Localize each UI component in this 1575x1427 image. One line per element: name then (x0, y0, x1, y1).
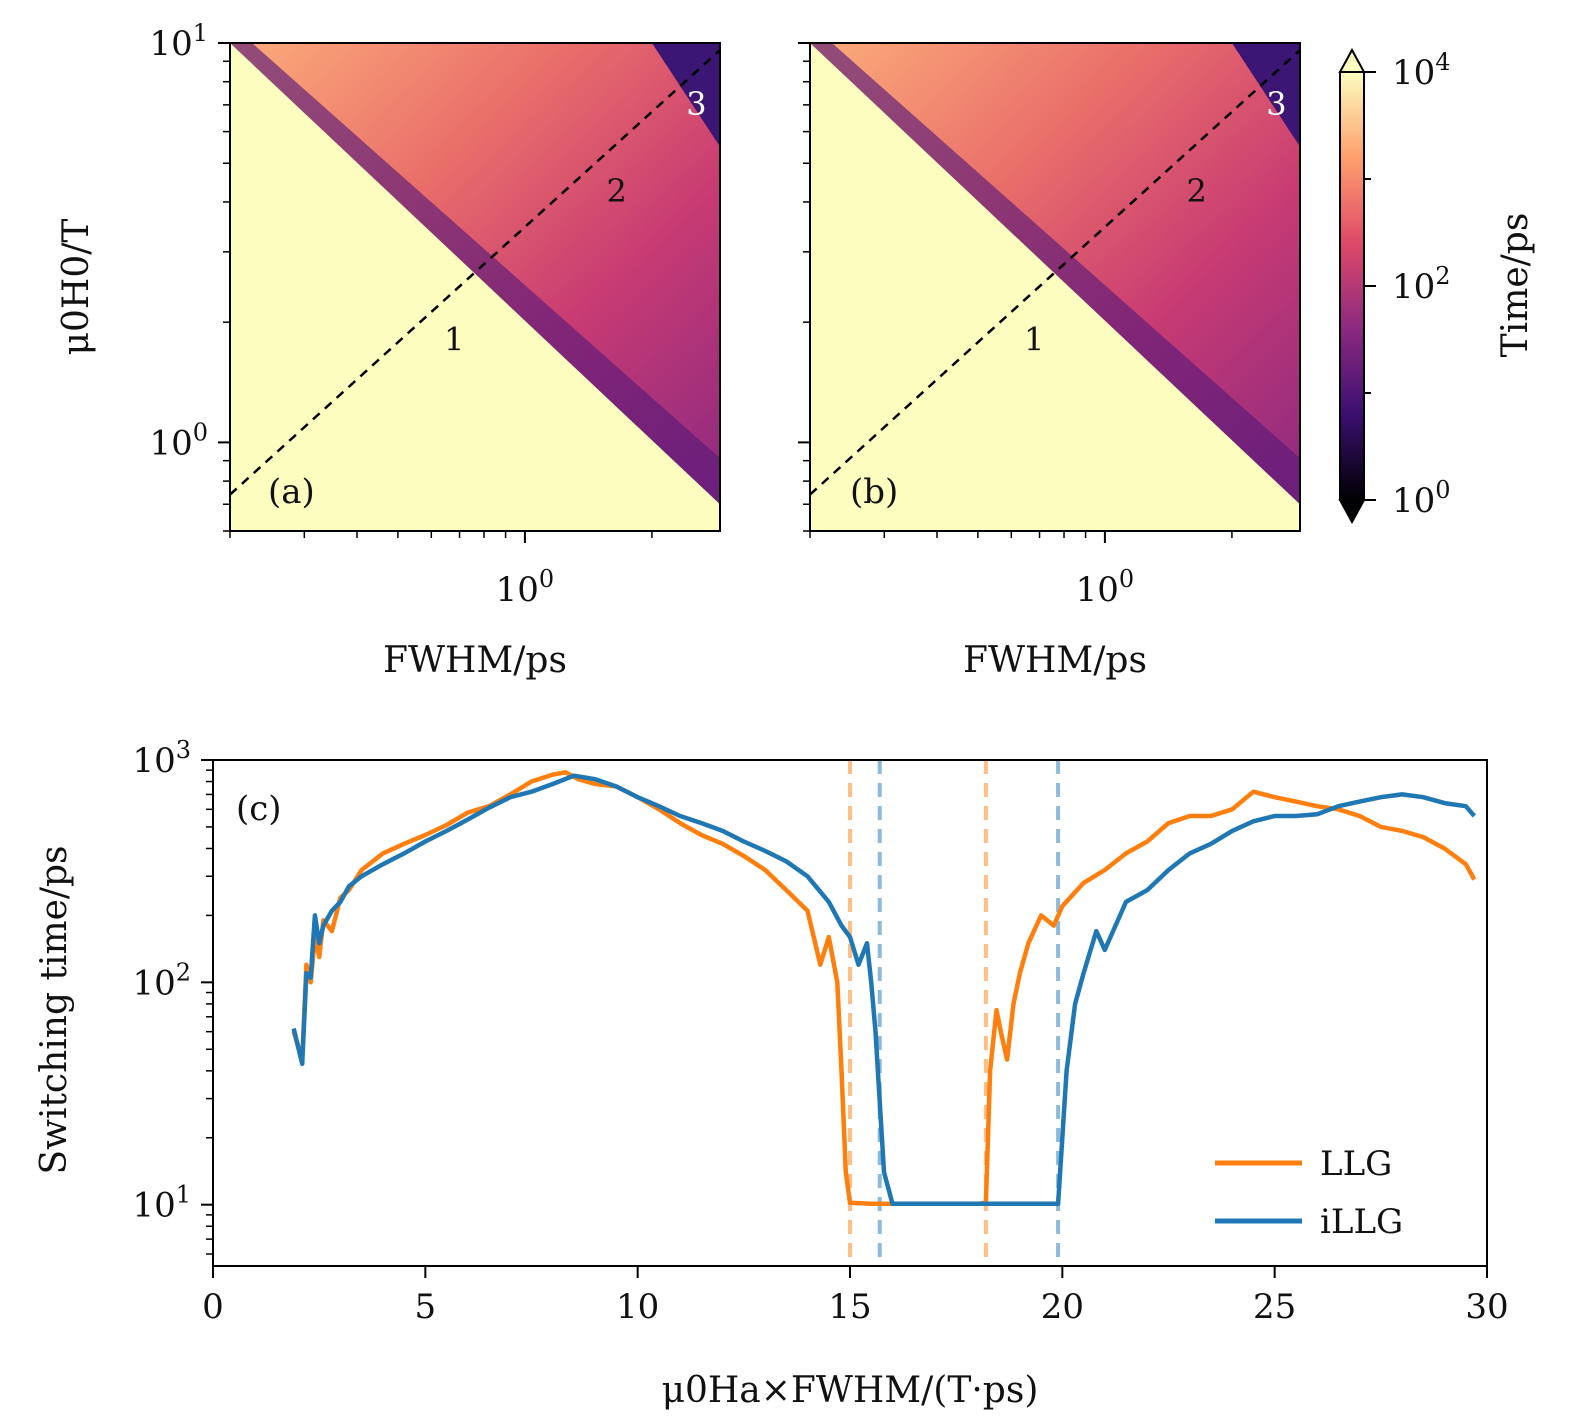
tick-base: 10 (132, 963, 175, 1003)
y-tick-label: 103 (132, 736, 191, 781)
colorbar-gradient (1339, 71, 1365, 501)
tick-base: 10 (1392, 267, 1435, 307)
colorbar-extend-bottom (1338, 499, 1366, 525)
heatmap-fast-band (1231, 43, 1300, 147)
y-tick-label: 102 (132, 958, 191, 1003)
x-ticks (229, 531, 653, 543)
x-axis-label: FWHM/ps (963, 640, 1147, 681)
legend-label-illg: iLLG (1320, 1202, 1403, 1242)
heatmap-boundary-band (810, 43, 1300, 505)
dashed-guide-line (810, 49, 1300, 496)
x-tick-label: 0 (202, 1287, 224, 1327)
y-ticks (201, 759, 213, 1255)
colorbar-tick-label: 104 (1392, 48, 1451, 93)
x-tick-labels: 0 5 10 15 20 25 30 (202, 1287, 1508, 1327)
legend: LLG iLLG (1215, 1144, 1403, 1242)
tick-base: 10 (132, 1186, 175, 1226)
y-axis-label: μ0H0/T (56, 219, 97, 356)
x-tick-label: 100 (496, 565, 555, 610)
region-label-3: 3 (1266, 85, 1286, 123)
y-ticks (798, 42, 810, 532)
tick-exponent: 4 (1435, 48, 1450, 76)
tick-exponent: 0 (539, 565, 554, 593)
y-tick-label: 101 (149, 19, 208, 64)
tick-base: 10 (132, 741, 175, 781)
colorbar-tick-label: 102 (1392, 262, 1451, 307)
panel-label: (b) (850, 472, 898, 512)
dashed-guide-line (230, 49, 720, 496)
panel-label: (c) (236, 789, 282, 829)
x-tick-label: 30 (1465, 1287, 1508, 1327)
colorbar-extend-top (1338, 47, 1366, 73)
region-label-1: 1 (1024, 320, 1044, 358)
tick-exponent: 1 (176, 1181, 191, 1209)
tick-exponent: 3 (176, 736, 191, 764)
x-tick-labels: 100 (496, 565, 555, 610)
heatmap-panel-b: 100 1 2 3 (b) FWHM/ps (798, 42, 1301, 681)
colorbar-label: Time/ps (1495, 213, 1536, 358)
tick-exponent: 0 (1119, 565, 1134, 593)
x-tick-label: 10 (616, 1287, 659, 1327)
x-tick-label: 25 (1253, 1287, 1296, 1327)
series-lines (291, 770, 1477, 1206)
x-tick-label: 20 (1041, 1287, 1084, 1327)
tick-base: 10 (1392, 481, 1435, 521)
tick-base: 10 (149, 423, 192, 463)
x-tick-label: 15 (828, 1287, 871, 1327)
region-label-3: 3 (686, 85, 706, 123)
region-label-2: 2 (1186, 172, 1206, 210)
legend-label-llg: LLG (1320, 1144, 1392, 1184)
tick-exponent: 0 (1435, 476, 1450, 504)
region-labels: 1 2 3 (1024, 85, 1287, 358)
heatmap-fast-band (651, 43, 720, 147)
plot-frame (229, 42, 721, 532)
x-axis-label: FWHM/ps (383, 640, 567, 681)
x-tick-labels: 100 (1076, 565, 1135, 610)
region-labels: 1 2 3 (444, 85, 707, 358)
panel-label: (a) (268, 472, 315, 512)
tick-base: 10 (1392, 53, 1435, 93)
tick-exponent: 0 (193, 418, 208, 446)
tick-exponent: 2 (1435, 262, 1450, 290)
x-ticks (809, 531, 1233, 543)
region-label-2: 2 (606, 172, 626, 210)
colorbar-ticks (1364, 71, 1376, 501)
x-tick-label: 100 (1076, 565, 1135, 610)
tick-base: 10 (149, 24, 192, 64)
region-label-1: 1 (444, 320, 464, 358)
tick-base: 10 (496, 570, 539, 610)
x-ticks (212, 1266, 1488, 1278)
colorbar-tick-label: 100 (1392, 476, 1451, 521)
tick-exponent: 2 (176, 958, 191, 986)
plot-frame (809, 42, 1301, 532)
y-tick-label: 101 (132, 1181, 191, 1226)
y-axis-label: Switching time/ps (34, 845, 75, 1174)
x-tick-label: 5 (415, 1287, 437, 1327)
series-line-llg (291, 770, 1477, 1206)
tick-exponent: 1 (193, 19, 208, 47)
heatmap-boundary-band (230, 43, 720, 505)
y-ticks (218, 42, 230, 532)
tick-base: 10 (1076, 570, 1119, 610)
series-line-illg (291, 773, 1476, 1206)
x-axis-label: μ0Ha×FWHM/(T·ps) (662, 1370, 1039, 1411)
y-tick-label: 100 (149, 418, 208, 463)
